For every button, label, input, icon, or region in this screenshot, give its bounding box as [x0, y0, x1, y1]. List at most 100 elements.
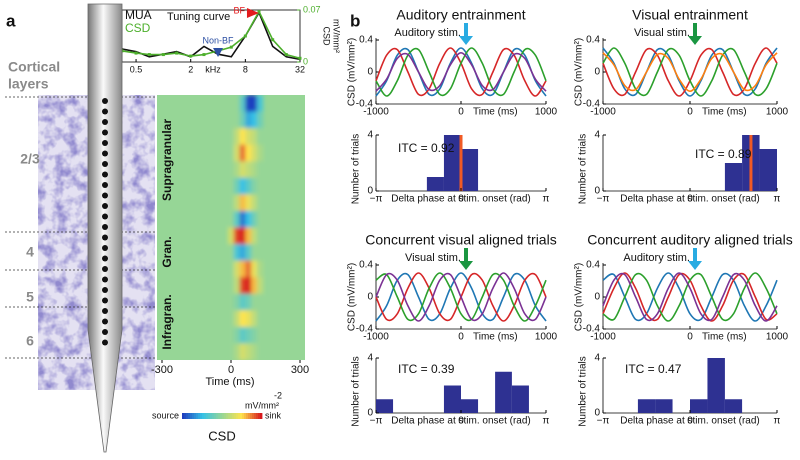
- heatmap-cell: [228, 210, 235, 228]
- heatmap-cell: [233, 144, 241, 162]
- heatmap-cell: [256, 144, 264, 162]
- y-tick-label: 4: [367, 130, 373, 141]
- histogram-bar: [461, 399, 479, 413]
- x-tick-label: 1000: [535, 332, 558, 343]
- colorbar-segment: [240, 413, 243, 419]
- heatmap-cell: [228, 326, 235, 344]
- colorbar-segment: [256, 413, 259, 419]
- y2-axis-label: mV/mm²: [332, 19, 342, 53]
- y-axis-label: CSD (mV/mm²): [574, 263, 585, 331]
- heatmap-cell: [239, 161, 246, 179]
- electrode-contact: [102, 224, 108, 230]
- annotation-marker: [213, 48, 224, 57]
- heatmap-cell: [251, 244, 258, 262]
- x-tick-label: 0.5: [130, 64, 143, 74]
- histogram-bar: [637, 399, 656, 413]
- colorbar-tick: -2: [274, 390, 282, 400]
- heatmap-cell: [251, 343, 258, 360]
- cortical-layers-label: Cortical: [8, 59, 60, 75]
- histogram-bar: [690, 399, 708, 413]
- heatmap-cells: [228, 95, 264, 360]
- trace: [602, 272, 778, 322]
- electrode-contact: [102, 297, 108, 304]
- histogram-bar: [707, 358, 725, 413]
- colorbar-label: CSD: [208, 428, 235, 443]
- x-tick-label: π: [774, 194, 781, 205]
- electrode: [87, 3, 123, 453]
- histogram-bar: [426, 177, 444, 191]
- annotation: Non-BF: [203, 35, 235, 45]
- heatmap-cell: [245, 144, 252, 162]
- heatmap-cell: [228, 194, 235, 212]
- heatmap-cell: [228, 343, 235, 360]
- heatmap-cell: [228, 128, 235, 146]
- chart-title: Tuning curve: [167, 11, 230, 23]
- heatmap-cell: [228, 95, 235, 113]
- colorbar-segment: [206, 413, 209, 419]
- heatmap-cell: [239, 343, 246, 360]
- x-tick-label: −π: [370, 416, 383, 427]
- panel-label: a: [6, 11, 16, 30]
- colorbar-segment: [234, 413, 237, 419]
- x-tick-label: 1000: [766, 107, 789, 118]
- x-axis-label: Time (ms): [702, 107, 747, 118]
- trace: [602, 272, 778, 322]
- colorbar-segment: [248, 413, 251, 419]
- electrode-contact: [102, 203, 108, 209]
- stim-label: Visual stim.: [405, 252, 461, 264]
- heatmap-cell: [251, 177, 258, 195]
- chart-title: Concurrent visual aligned trials: [365, 232, 556, 248]
- cortical-layers-label: layers: [8, 76, 49, 92]
- heatmap-cell: [228, 111, 235, 129]
- x-tick-label: 0: [458, 332, 464, 343]
- colorbar-segment: [230, 413, 233, 419]
- itc-label: ITC = 0.47: [625, 362, 682, 376]
- heatmap-cell: [256, 128, 264, 146]
- y-axis-label: CSD (mV/mm²): [574, 38, 585, 106]
- heatmap-cell: [239, 260, 246, 278]
- heatmap-cell: [239, 111, 246, 129]
- heatmap-cell: [256, 111, 264, 129]
- electrode-contact: [102, 171, 108, 178]
- heatmap-cell: [245, 128, 252, 146]
- heatmap-cell: [251, 111, 258, 129]
- series-marker: [202, 53, 206, 57]
- series-marker: [147, 53, 151, 57]
- colorbar-segment: [218, 413, 221, 419]
- heatmap-cell: [256, 260, 264, 278]
- histogram-bar: [724, 163, 743, 191]
- heatmap-cell: [245, 161, 252, 179]
- series-marker: [189, 54, 193, 58]
- y-tick-label: 0: [367, 292, 373, 303]
- heatmap-cell: [245, 310, 252, 328]
- heatmap-cell: [251, 95, 258, 113]
- heatmap-cell: [239, 144, 246, 162]
- colorbar-low: source: [152, 410, 179, 420]
- colorbar-segment: [236, 413, 239, 419]
- heatmap-cell: [245, 244, 252, 262]
- electrode-contact: [102, 192, 108, 199]
- electrode-contact: [102, 213, 108, 220]
- y-tick-label: 0: [594, 186, 600, 197]
- electrode-contact: [102, 129, 108, 136]
- heatmap-cell: [233, 227, 241, 245]
- heatmap-cell: [256, 277, 264, 295]
- heatmap-cell: [256, 310, 264, 328]
- heatmap-cell: [256, 161, 264, 179]
- colorbar-segment: [184, 413, 187, 419]
- heatmap-cell: [233, 343, 241, 360]
- colorbar-segment: [238, 413, 241, 419]
- colorbar-segment: [198, 413, 201, 419]
- heatmap-cell: [245, 111, 252, 129]
- colorbar-segment: [226, 413, 229, 419]
- y-tick-label: 0: [594, 292, 600, 303]
- heatmap-cell: [233, 161, 241, 179]
- x-tick-label: -1000: [590, 107, 616, 118]
- colorbar-segment: [194, 413, 197, 419]
- x-tick-label: −π: [597, 416, 610, 427]
- y2-tick-label: 0.07: [303, 4, 321, 14]
- y2-tick-label: 0: [303, 56, 308, 66]
- heatmap-cell: [251, 210, 258, 228]
- chart-title: Visual entrainment: [632, 7, 748, 23]
